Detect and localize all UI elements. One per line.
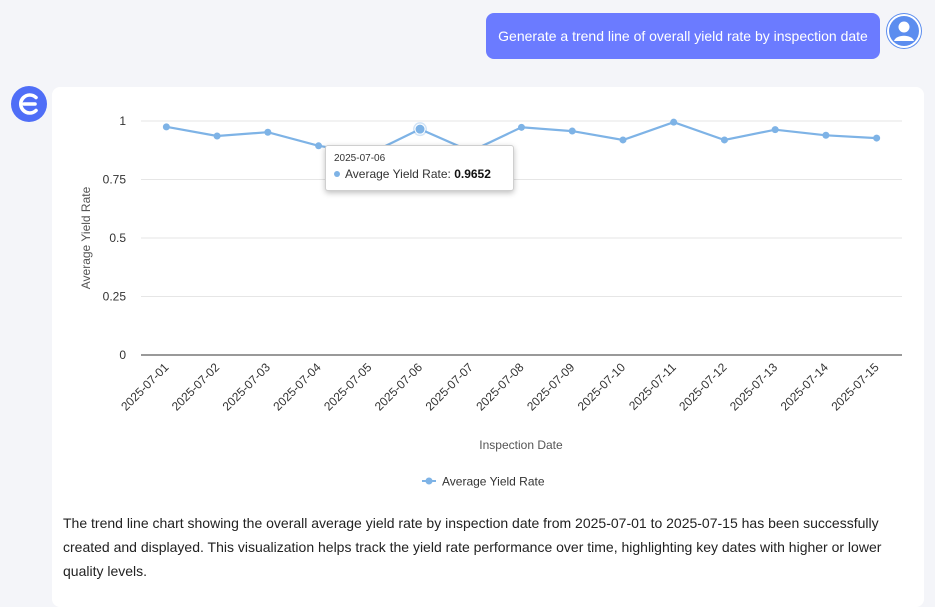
tooltip-value: 0.9652 [454,167,491,181]
tooltip-series-dot-icon [334,171,340,177]
data-point[interactable] [162,123,170,131]
data-point[interactable] [873,134,881,142]
y-tick-label: 0.25 [103,290,127,304]
data-point[interactable] [264,128,272,136]
data-point[interactable] [619,136,627,144]
user-message-bubble: Generate a trend line of overall yield r… [486,13,880,59]
x-tick-label: 2025-07-03 [220,360,274,414]
chart-legend[interactable]: Average Yield Rate [422,475,545,489]
x-axis-title: Inspection Date [479,438,563,452]
user-message-text: Generate a trend line of overall yield r… [498,28,868,44]
user-icon [887,14,921,48]
data-point[interactable] [414,123,426,135]
tooltip-date: 2025-07-06 [334,153,386,164]
x-tick-label: 2025-07-08 [473,360,527,414]
x-tick-label: 2025-07-14 [778,360,832,414]
data-point[interactable] [213,132,221,140]
y-tick-label: 1 [119,114,126,128]
x-tick-label: 2025-07-13 [727,360,781,414]
legend-marker-icon [425,477,433,485]
series-points [162,118,881,158]
data-point[interactable] [771,126,779,134]
legend-label: Average Yield Rate [442,475,545,489]
y-tick-label: 0 [119,348,126,362]
x-tick-label: 2025-07-09 [524,360,578,414]
y-tick-label: 0.75 [103,173,127,187]
y-tick-label: 0.5 [109,231,126,245]
chart-grid [141,120,902,297]
x-tick-label: 2025-07-10 [575,360,629,414]
response-text: The trend line chart showing the overall… [63,515,882,579]
bot-avatar [11,86,47,122]
tooltip-row: Average Yield Rate: 0.9652 [334,167,491,181]
assistant-logo-icon [19,93,38,115]
y-axis-ticks: 0 0.25 0.5 0.75 1 [103,114,127,362]
x-tick-label: 2025-07-15 [828,360,882,414]
x-tick-label: 2025-07-02 [169,360,223,414]
data-point[interactable] [720,136,728,144]
x-tick-label: 2025-07-06 [372,360,426,414]
data-point[interactable] [670,118,678,126]
chart-tooltip: 2025-07-06 Average Yield Rate: 0.9652 [325,145,514,191]
x-tick-label: 2025-07-04 [270,360,324,414]
user-avatar[interactable] [886,13,922,49]
data-point[interactable] [568,127,576,135]
x-axis-ticks: 2025-07-012025-07-022025-07-032025-07-04… [118,360,882,414]
data-point[interactable] [822,131,830,139]
x-tick-label: 2025-07-07 [423,360,477,414]
x-tick-label: 2025-07-05 [321,360,375,414]
data-point[interactable] [518,123,525,131]
x-tick-label: 2025-07-11 [626,360,679,413]
x-tick-label: 2025-07-01 [118,360,172,414]
y-axis-title: Average Yield Rate [79,186,93,289]
yield-rate-line-chart: 00.250.50.751 2025-07-012025-07-022025-0… [79,114,902,489]
tooltip-label: Average Yield Rate: [345,167,451,181]
x-tick-label: 2025-07-12 [676,360,730,414]
data-point[interactable] [315,142,323,150]
